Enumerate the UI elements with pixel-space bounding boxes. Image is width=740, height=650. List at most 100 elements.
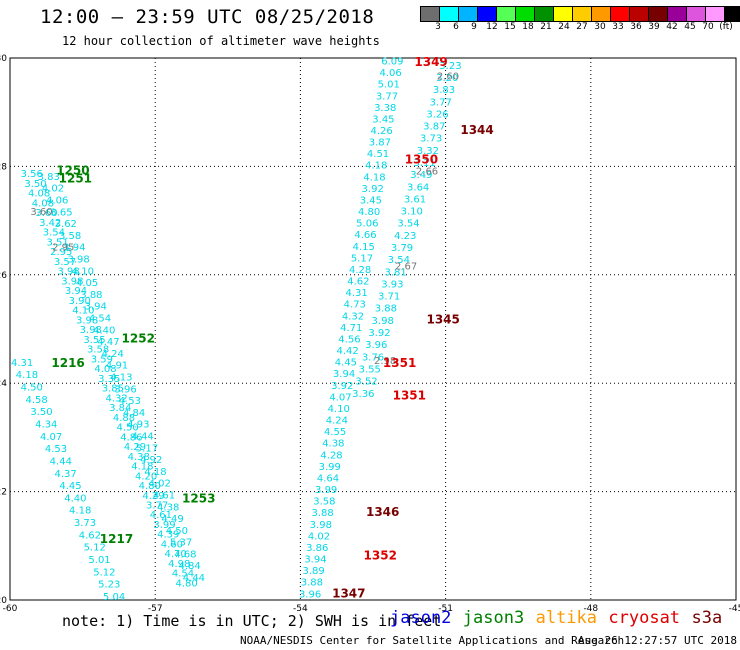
wave-height-value: 3.77 [430, 97, 452, 108]
pass-time-label: 1351 [383, 356, 416, 370]
y-tick-label: 28 [0, 162, 7, 172]
x-tick-label: -57 [148, 604, 163, 614]
wave-height-value: 3.64 [407, 182, 429, 193]
wave-height-value: 5.12 [84, 543, 106, 554]
wave-height-value: 3.90 [69, 296, 91, 307]
color-scale-label: 33 [612, 22, 624, 32]
color-scale-label: 6 [453, 22, 459, 32]
color-scale-label: 15 [504, 22, 516, 32]
wave-height-value: 4.54 [172, 569, 194, 580]
wave-height-value: 4.55 [324, 427, 346, 438]
color-scale-label: 30 [594, 22, 606, 32]
wave-height-value: 4.10 [328, 404, 350, 415]
wave-height-value: 3.93 [381, 279, 403, 290]
wave-height-value: 4.44 [132, 431, 154, 442]
wave-height-value: 3.81 [384, 267, 406, 278]
wave-height-value: 3.52 [355, 377, 377, 388]
wave-height-value: 3.50 [24, 179, 46, 190]
wave-height-value: 3.99 [153, 520, 175, 531]
wave-height-value: 3.38 [374, 103, 396, 114]
wave-height-value: 4.62 [79, 530, 101, 541]
wave-height-value: 4.66 [354, 230, 376, 241]
wave-height-value: 3.54 [397, 219, 419, 230]
wave-height-value: 4.18 [363, 172, 385, 183]
wave-height-value: 4.56 [338, 334, 360, 345]
wave-height-value: 4.32 [342, 311, 364, 322]
wave-height-value: 5.12 [93, 567, 115, 578]
wave-height-value: 3.45 [372, 114, 394, 125]
wave-height-value: 3.96 [299, 589, 321, 600]
pass-time-label: 1252 [122, 332, 155, 346]
y-tick-label: 20 [0, 596, 7, 606]
wave-height-value: 4.28 [349, 265, 371, 276]
color-scale-label: 21 [540, 22, 552, 32]
wave-height-value: 4.80 [176, 578, 198, 589]
wave-height-value: 3.79 [391, 243, 413, 254]
pass-time-label: 1345 [426, 313, 459, 327]
wave-height-value: 3.85 [102, 384, 124, 395]
wave-height-value: 4.80 [139, 481, 161, 492]
wave-height-value: 3.94 [65, 286, 87, 297]
pass-time-label: 1250 [56, 164, 89, 178]
wave-height-value: 4.60 [161, 539, 183, 550]
wave-height-value: 4.91 [106, 361, 128, 372]
wave-height-value: 4.84 [179, 561, 201, 572]
wave-height-value: 3.96 [114, 384, 136, 395]
wave-height-value: 3.73 [74, 518, 96, 529]
x-tick-label: -45 [729, 604, 740, 614]
y-tick-label: 24 [0, 379, 7, 389]
wave-height-value: 3.88 [375, 304, 397, 315]
wave-height-value: 4.38 [157, 502, 179, 513]
wave-height-value: 2.66 [416, 167, 438, 178]
wave-height-value: 3.61 [404, 194, 426, 205]
wave-height-value: 5.17 [351, 253, 373, 264]
wave-height-value: 4.44 [183, 573, 205, 584]
wave-height-value: 4.02 [42, 184, 64, 195]
color-scale-label: 9 [471, 22, 477, 32]
wave-height-value: 4.26 [370, 126, 392, 137]
wave-height-value: 3.94 [63, 243, 85, 254]
wave-height-value: 4.62 [347, 277, 369, 288]
pass-time-label: 1352 [364, 548, 397, 562]
wave-height-value: 3.87 [423, 122, 445, 133]
wave-height-value: 4.10 [72, 266, 94, 277]
wave-height-value: 4.05 [76, 278, 98, 289]
wave-height-value: 4.29 [124, 442, 146, 453]
wave-height-value: 3.94 [304, 555, 326, 566]
wave-height-value: 4.92 [140, 455, 162, 466]
wave-height-value: 4.18 [365, 161, 387, 172]
color-scale-label: 42 [666, 22, 678, 32]
wave-height-value: 4.40 [64, 493, 86, 504]
pass-time-label: 1351 [393, 388, 426, 402]
wave-height-value: 3.92 [368, 328, 390, 339]
color-scale-bar [420, 6, 740, 22]
wave-height-value: 3.36 [352, 389, 374, 400]
wave-height-value: 4.98 [168, 559, 190, 570]
x-tick-label: -51 [438, 604, 453, 614]
color-scale-label: 18 [522, 22, 534, 32]
wave-height-value: 3.98 [76, 315, 98, 326]
wave-height-value: 6.09 [381, 57, 403, 68]
wave-height-value: 4.53 [45, 444, 67, 455]
wave-height-value: 3.98 [80, 325, 102, 336]
wave-height-value: 3.98 [61, 276, 83, 287]
wave-height-value: 2.98 [374, 356, 396, 367]
wave-height-value: 2.67 [395, 261, 417, 272]
wave-height-value: 3.96 [365, 340, 387, 351]
wave-height-value: 4.29 [142, 491, 164, 502]
wave-height-value: 3.58 [313, 497, 335, 508]
wave-height-value: 2.95 [50, 247, 72, 258]
color-scale-label: 27 [576, 22, 588, 32]
wave-height-value: 5.17 [136, 443, 158, 454]
wave-height-value: 4.24 [102, 349, 124, 360]
wave-height-value: 3.51 [46, 237, 68, 248]
wave-height-value: 3.94 [333, 369, 355, 380]
wave-height-value: 3.99 [319, 462, 341, 473]
pass-time-label: 1217 [100, 532, 133, 546]
wave-height-value: 4.23 [394, 231, 416, 242]
wave-height-value: 3.83 [38, 172, 60, 183]
wave-height-value: 4.08 [32, 198, 54, 209]
wave-height-value: 4.34 [35, 419, 57, 430]
wave-height-value: 3.60 [35, 208, 57, 219]
color-scale-label: 45 [684, 22, 696, 32]
